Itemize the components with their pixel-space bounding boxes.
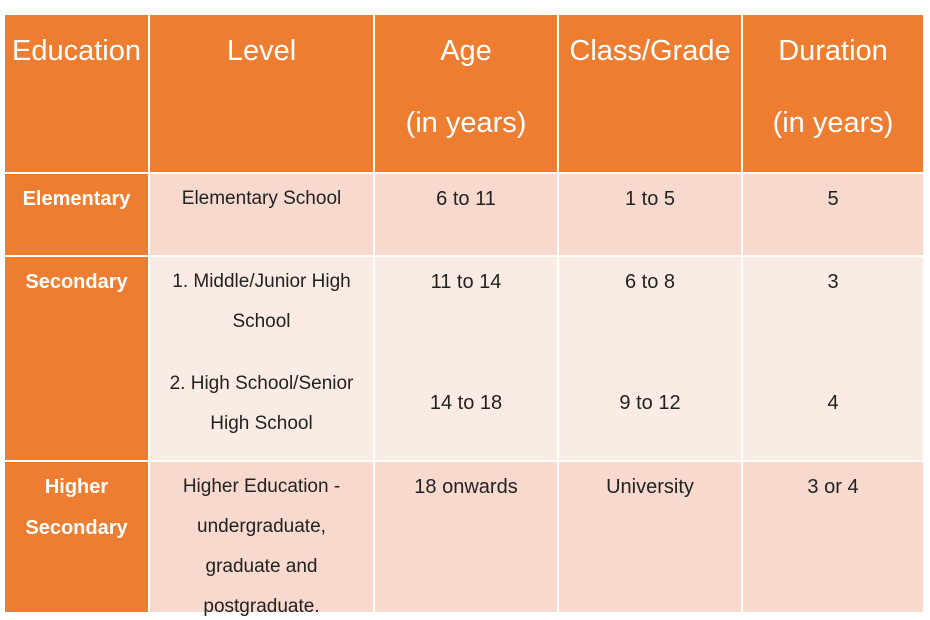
cell-text: 6 to 11	[436, 188, 496, 210]
duration-text: 4	[743, 359, 923, 423]
header-cell: Age (in years)	[375, 15, 557, 172]
cell-text: 2. High School/Senior High School	[169, 372, 354, 434]
table-cell: 6 to 8 9 to 12	[559, 257, 741, 460]
cell-text: 5	[827, 188, 839, 210]
header-text: Class/Grade	[569, 35, 731, 67]
header-cell: Education	[5, 15, 148, 172]
header-cell: Class/Grade	[559, 15, 741, 172]
header-text: Level	[226, 35, 297, 67]
grade-text: 9 to 12	[559, 359, 741, 423]
table-cell: 18 onwards	[375, 462, 557, 612]
cell-text: 1. Middle/Junior High School	[172, 271, 351, 332]
duration-text: 3	[743, 257, 923, 302]
header-text: (in years)	[405, 107, 527, 139]
grade-text: University	[559, 462, 741, 507]
table-cell: 1. Middle/Junior High School 2. High Scho…	[150, 257, 373, 460]
grade-text: 6 to 8	[559, 257, 741, 302]
cell-text: 3	[827, 271, 839, 293]
header-cell: Level	[150, 15, 373, 172]
header-text: Age	[440, 35, 492, 67]
table-cell: 6 to 11	[375, 174, 557, 255]
education-cell: Secondary	[5, 257, 148, 460]
cell-text: 6 to 8	[624, 271, 676, 293]
table-cell: 11 to 14 14 to 18	[375, 257, 557, 460]
level-text: Elementary School	[150, 174, 373, 219]
age-text: 14 to 18	[375, 359, 557, 423]
level-text: Higher Education - undergraduate, gradua…	[150, 462, 373, 620]
age-text: 18 onwards	[375, 462, 557, 507]
header-text: Education	[12, 35, 141, 67]
header-cell: Duration (in years)	[743, 15, 923, 172]
header-text: Duration	[778, 35, 888, 67]
cell-text: 1 to 5	[624, 188, 676, 210]
cell-text: 11 to 14	[430, 271, 502, 293]
table-cell: Higher Education - undergraduate, gradua…	[150, 462, 373, 617]
cell-text: University	[606, 476, 694, 498]
table-cell: 1 to 5	[559, 174, 741, 255]
cell-text: 18 onwards	[414, 476, 518, 498]
age-text: 6 to 11	[375, 174, 557, 219]
header-text: (in years)	[772, 107, 894, 139]
level-text: 2. High School/Senior High School	[150, 359, 373, 444]
education-cell: Higher Secondary	[5, 462, 148, 612]
cell-text: 14 to 18	[429, 391, 503, 414]
table-cell: Elementary School	[150, 174, 373, 255]
education-cell: Elementary	[5, 174, 148, 255]
cell-text: Higher Education - undergraduate, gradua…	[182, 476, 341, 617]
cell-text: 3 or 4	[807, 476, 859, 498]
cell-text: 9 to 12	[619, 391, 681, 414]
grade-text: 1 to 5	[559, 174, 741, 219]
table-cell: 5	[743, 174, 923, 255]
table-cell: 3 or 4	[743, 462, 923, 612]
table-cell: University	[559, 462, 741, 612]
cell-text: 4	[827, 391, 839, 414]
duration-text: 5	[743, 174, 923, 219]
level-text: 1. Middle/Junior High School	[150, 257, 373, 342]
duration-text: 3 or 4	[743, 462, 923, 507]
age-text: 11 to 14	[375, 257, 557, 302]
cell-text: Elementary School	[181, 188, 342, 209]
